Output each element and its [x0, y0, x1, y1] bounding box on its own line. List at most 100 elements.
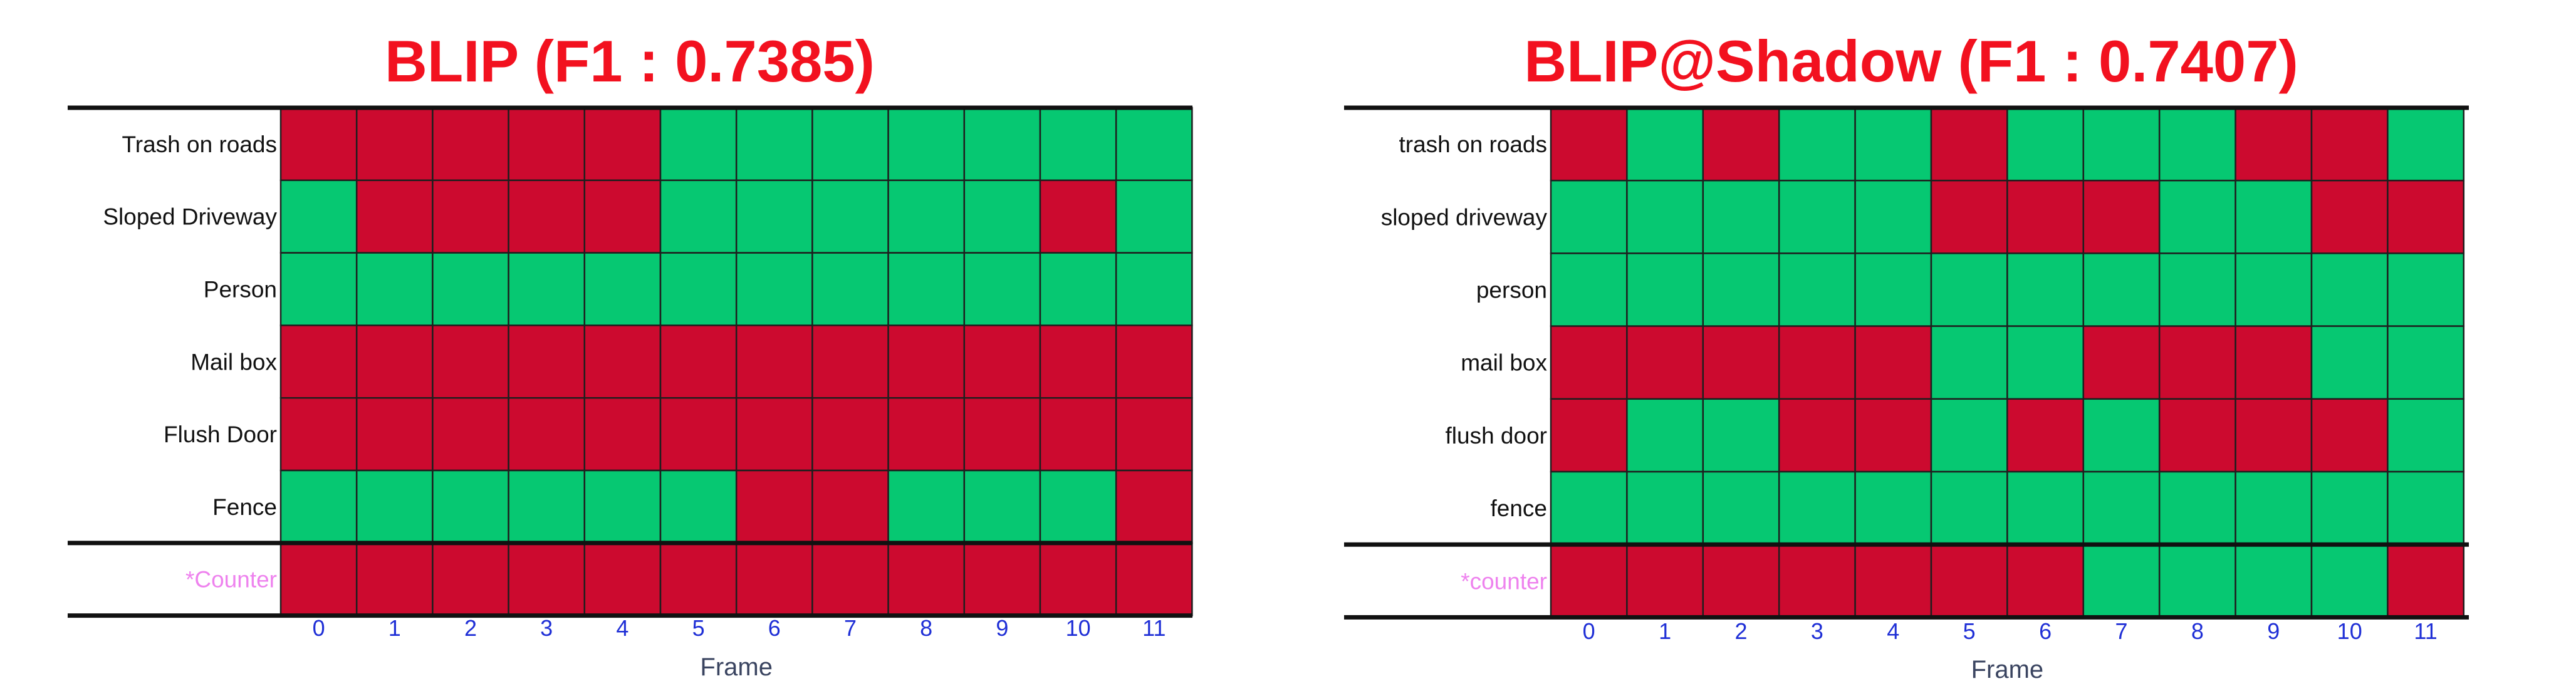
heatmap-cell — [811, 469, 889, 544]
x-tick-label: 8 — [920, 615, 932, 641]
heatmap-cell — [583, 397, 662, 472]
x-axis-label: Frame — [700, 653, 773, 681]
heatmap-cell — [1854, 470, 1932, 546]
heatmap-cell — [2234, 470, 2313, 546]
heatmap-cell — [735, 106, 813, 182]
x-tick-label: 10 — [2337, 618, 2362, 644]
counter-cell — [432, 542, 509, 616]
heatmap-cell — [1626, 470, 1704, 546]
heatmap-cell — [2082, 325, 2161, 400]
heatmap-cell — [1778, 106, 1856, 182]
heatmap-panel-blip-shadow: BLIP@Shadow (F1 : 0.7407) Frame trash on… — [1344, 28, 2469, 683]
heatmap-cell — [2006, 179, 2085, 254]
heatmap-cell — [963, 252, 1041, 326]
heatmap-cell — [2158, 325, 2236, 400]
heatmap-cell — [1854, 325, 1932, 400]
heatmap-cell — [432, 469, 509, 544]
x-tick-label: 3 — [1811, 618, 1823, 644]
counter-cell — [1039, 542, 1117, 616]
x-tick-label: 4 — [616, 615, 628, 641]
heatmap-cell — [2082, 106, 2161, 182]
heatmap-cells — [279, 106, 1193, 616]
counter-cell — [2387, 543, 2465, 618]
row-label: Fence — [212, 494, 277, 520]
heatmap-cell — [2082, 252, 2161, 327]
counter-cell — [1550, 543, 1628, 618]
counter-cell — [2310, 543, 2389, 618]
heatmap-cell — [2387, 179, 2465, 254]
x-tick-label: 8 — [2191, 618, 2204, 644]
heatmap-cell — [1702, 179, 1780, 254]
heatmap-cell — [811, 252, 889, 326]
heatmap-cell — [1039, 397, 1117, 472]
heatmap-cell — [735, 252, 813, 326]
heatmap-cell — [583, 252, 662, 326]
heatmap-cell — [2310, 325, 2389, 400]
x-tick-label: 9 — [2267, 618, 2280, 644]
heatmap-cell — [1626, 325, 1704, 400]
heatmap-cell — [1930, 179, 2008, 254]
heatmap-cell — [2310, 398, 2389, 473]
heatmap-cell — [1039, 325, 1117, 399]
heatmap-cell — [2310, 252, 2389, 327]
heatmap-cell — [1778, 179, 1856, 254]
heatmap-cell — [1854, 398, 1932, 473]
heatmap-cell — [508, 325, 586, 399]
heatmap-cell — [1115, 325, 1193, 399]
heatmap-cell — [1626, 398, 1704, 473]
x-tick-label: 0 — [1583, 618, 1595, 644]
row-label: person — [1476, 278, 1547, 303]
heatmap-cell — [508, 397, 586, 472]
row-label: sloped driveway — [1381, 204, 1548, 230]
heatmap-cell — [1778, 325, 1856, 400]
chart-title: BLIP@Shadow (F1 : 0.7407) — [1524, 28, 2298, 94]
heatmap-cell — [887, 469, 966, 544]
counter-cell — [887, 542, 966, 616]
heatmap-cell — [1854, 252, 1932, 327]
x-tick-label: 2 — [464, 615, 477, 641]
heatmap-cell — [355, 179, 434, 254]
heatmap-cell — [2006, 106, 2085, 182]
heatmap-cell — [1702, 398, 1780, 473]
x-tick-label: 5 — [1963, 618, 1976, 644]
counter-row-label: *counter — [1461, 568, 1547, 594]
x-tick-label: 9 — [996, 615, 1008, 641]
heatmap-cell — [1115, 106, 1193, 182]
heatmap-cell — [1854, 179, 1932, 254]
row-label: Mail box — [190, 349, 277, 375]
heatmap-cell — [1702, 325, 1780, 400]
heatmap-cell — [279, 106, 358, 182]
heatmap-cell — [2387, 252, 2465, 327]
heatmap-cell — [1550, 470, 1628, 546]
heatmap-cell — [1930, 252, 2008, 327]
heatmap-cell — [2006, 398, 2085, 473]
heatmap-cell — [279, 469, 358, 544]
x-tick-label: 6 — [768, 615, 781, 641]
heatmap-cell — [735, 469, 813, 544]
row-label: Trash on roads — [122, 132, 277, 157]
heatmap-cell — [659, 106, 738, 182]
heatmap-cell — [1115, 179, 1193, 254]
counter-cell — [1930, 543, 2008, 618]
heatmap-cell — [659, 252, 738, 326]
heatmap-cell — [659, 179, 738, 254]
heatmap-cell — [659, 325, 738, 399]
counter-cell — [2158, 543, 2236, 618]
heatmap-cell — [963, 325, 1041, 399]
counter-cell — [2006, 543, 2085, 618]
heatmap-cell — [508, 252, 586, 326]
counter-cell — [1702, 543, 1780, 618]
heatmap-cell — [1550, 398, 1628, 473]
heatmap-cell — [2158, 179, 2236, 254]
heatmap-cell — [508, 469, 586, 544]
heatmap-cell — [659, 469, 738, 544]
row-label: flush door — [1446, 423, 1548, 449]
heatmap-cell — [1115, 252, 1193, 326]
heatmap-cell — [2310, 106, 2389, 182]
x-tick-label: 0 — [313, 615, 325, 641]
heatmap-cell — [432, 179, 509, 254]
heatmap-cell — [1778, 398, 1856, 473]
counter-cell — [1115, 542, 1193, 616]
heatmap-cell — [735, 397, 813, 472]
heatmap-cell — [887, 106, 966, 182]
